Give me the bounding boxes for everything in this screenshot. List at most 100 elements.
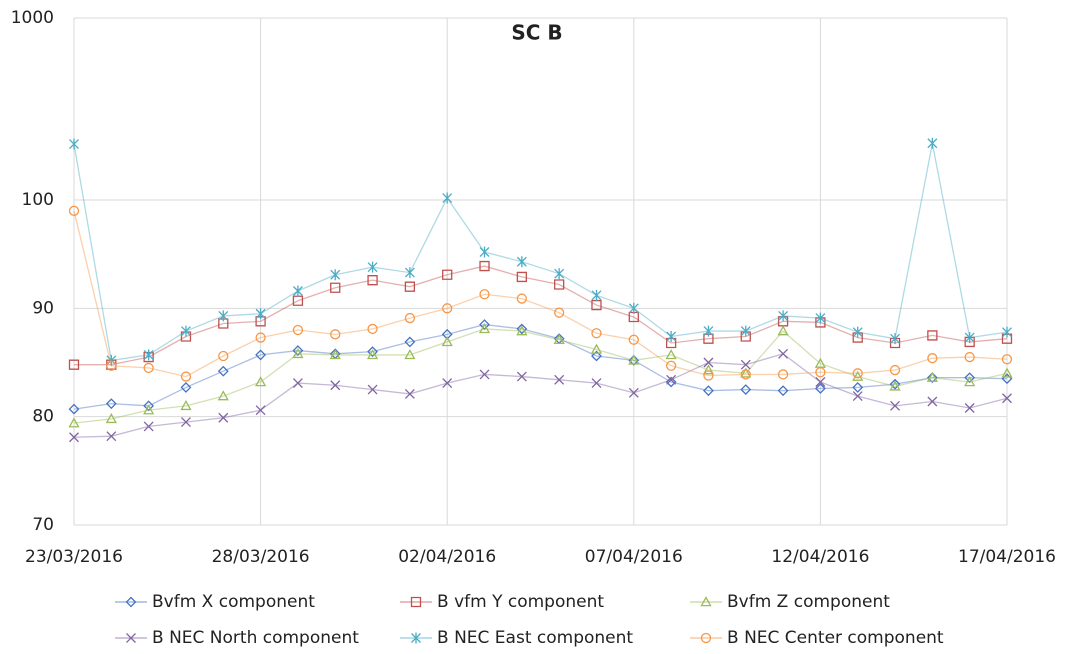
- marker: [815, 317, 826, 328]
- marker: [852, 326, 863, 338]
- marker: [703, 357, 714, 368]
- marker: [1002, 326, 1012, 338]
- x-tick-label: 02/04/2016: [398, 547, 496, 567]
- marker: [105, 398, 117, 410]
- y-tick-label: 80: [32, 407, 54, 427]
- marker: [964, 332, 975, 344]
- marker: [217, 390, 229, 401]
- marker: [554, 374, 565, 385]
- marker: [628, 354, 640, 366]
- marker: [442, 192, 453, 204]
- marker: [126, 633, 136, 643]
- marker: [740, 369, 751, 380]
- marker: [292, 345, 304, 357]
- marker: [218, 412, 229, 423]
- marker: [218, 350, 229, 362]
- marker: [441, 328, 453, 340]
- marker: [927, 353, 938, 364]
- marker: [69, 432, 79, 443]
- marker: [143, 421, 154, 432]
- marker: [106, 360, 117, 371]
- marker: [852, 381, 864, 393]
- marker: [292, 285, 303, 297]
- marker: [1002, 393, 1012, 404]
- marker: [404, 281, 416, 292]
- marker: [106, 354, 117, 366]
- marker: [255, 316, 266, 327]
- y-tick-label: 90: [32, 298, 54, 318]
- marker: [1001, 354, 1013, 365]
- marker: [143, 404, 155, 415]
- legend-label: Bvfm X component: [152, 592, 315, 612]
- marker: [553, 333, 565, 344]
- marker: [628, 311, 639, 323]
- legend-label: B NEC East component: [437, 628, 633, 648]
- marker: [330, 269, 341, 281]
- marker: [926, 372, 938, 384]
- x-tick-label: 07/04/2016: [585, 547, 683, 567]
- marker: [777, 325, 789, 336]
- marker: [516, 323, 528, 335]
- marker: [479, 246, 490, 258]
- marker: [442, 378, 453, 389]
- marker: [777, 369, 789, 380]
- x-tick-label: 17/04/2016: [958, 547, 1056, 567]
- marker: [964, 336, 975, 348]
- marker: [292, 347, 304, 359]
- marker: [777, 385, 789, 397]
- marker: [69, 138, 79, 150]
- marker: [367, 275, 378, 286]
- marker: [479, 369, 490, 380]
- marker: [181, 325, 191, 337]
- marker: [700, 632, 712, 644]
- marker: [330, 380, 341, 391]
- marker: [217, 365, 229, 377]
- marker: [740, 367, 752, 378]
- marker: [703, 333, 714, 344]
- marker: [255, 349, 267, 361]
- series-line: [73, 328, 1008, 424]
- marker: [591, 289, 602, 301]
- marker: [367, 323, 378, 335]
- legend-label: Bvfm Z component: [727, 592, 890, 612]
- marker: [590, 343, 603, 354]
- marker: [125, 596, 137, 608]
- marker: [218, 318, 229, 329]
- marker: [964, 403, 975, 413]
- title-box: [505, 16, 569, 50]
- legend-item: B vfm Y component: [400, 592, 604, 612]
- marker: [665, 376, 677, 388]
- legend-item: Bvfm X component: [115, 592, 315, 612]
- marker: [814, 383, 826, 394]
- marker: [68, 205, 80, 216]
- marker: [890, 400, 900, 411]
- x-tick-label: 28/03/2016: [212, 547, 310, 567]
- legend-item: B NEC East component: [400, 628, 633, 648]
- marker: [180, 371, 192, 382]
- marker: [367, 346, 378, 358]
- marker: [404, 349, 416, 360]
- marker: [964, 351, 975, 363]
- marker: [180, 381, 192, 393]
- marker: [740, 359, 751, 370]
- marker: [255, 405, 266, 416]
- marker: [852, 368, 863, 379]
- marker: [628, 334, 639, 345]
- x-tick-label: 12/04/2016: [771, 547, 869, 567]
- marker: [778, 348, 789, 359]
- marker: [367, 384, 378, 395]
- marker: [441, 336, 453, 347]
- series-line: [74, 265, 1008, 366]
- marker: [554, 307, 565, 318]
- marker: [479, 319, 490, 331]
- marker: [367, 261, 378, 273]
- legend-item: B NEC Center component: [690, 628, 944, 648]
- marker: [591, 378, 602, 389]
- marker: [628, 302, 639, 314]
- marker: [1001, 367, 1013, 378]
- marker: [964, 372, 976, 384]
- marker: [740, 384, 752, 396]
- marker: [665, 360, 677, 371]
- series-line: [73, 143, 1008, 362]
- marker: [442, 303, 453, 314]
